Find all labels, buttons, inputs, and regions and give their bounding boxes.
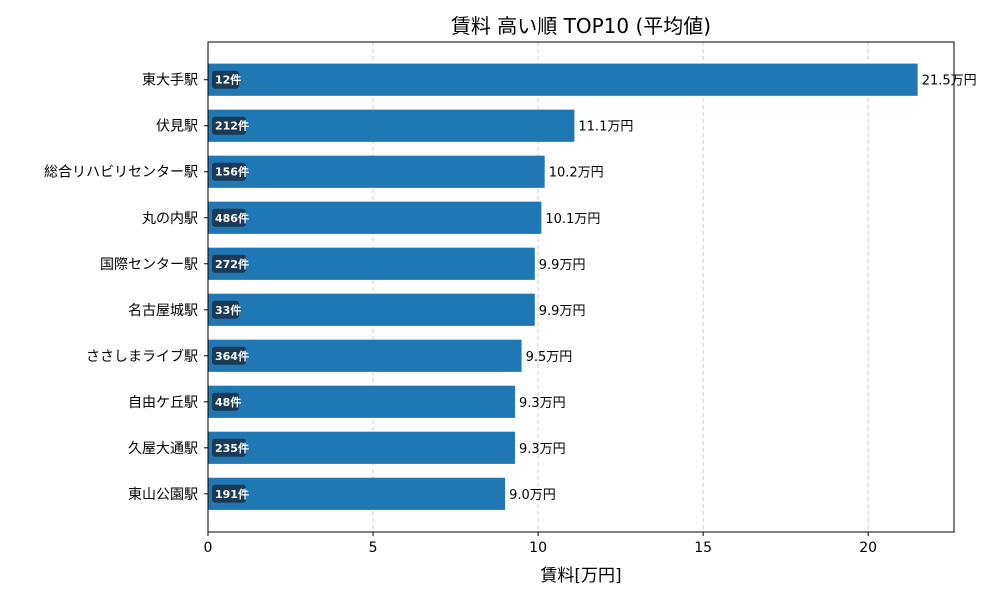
category-label: 伏見駅 xyxy=(156,119,198,135)
count-label: 48件 xyxy=(215,395,241,409)
x-axis-label: 賃料[万円] xyxy=(540,566,621,586)
bar xyxy=(208,477,506,510)
count-badge xyxy=(212,346,246,365)
count-label: 12件 xyxy=(215,73,241,87)
value-label: 9.9万円 xyxy=(539,304,586,319)
x-tick-label: 10 xyxy=(529,540,547,556)
value-label: 9.3万円 xyxy=(519,396,566,411)
count-badge xyxy=(212,208,246,227)
x-tick-label: 20 xyxy=(859,540,877,556)
category-label: 名古屋城駅 xyxy=(128,303,198,319)
x-tick-label: 0 xyxy=(204,540,213,556)
count-label: 272件 xyxy=(215,257,249,271)
category-label: 自由ケ丘駅 xyxy=(128,395,198,411)
count-label: 486件 xyxy=(215,211,249,225)
category-label: 総合リハビリセンター駅 xyxy=(44,165,198,181)
bar xyxy=(208,247,535,280)
count-label: 33件 xyxy=(215,303,241,317)
category-label: ささしまライブ駅 xyxy=(86,348,198,365)
count-label: 364件 xyxy=(215,349,249,363)
count-badge xyxy=(212,300,239,319)
ticks-layer: 0 5 10 15 20 東大手駅伏見駅総合リハビリセンター駅丸の内駅国際センター駅名古屋… xyxy=(44,73,877,556)
x-tick-label: 5 xyxy=(369,540,378,556)
bar xyxy=(208,431,515,464)
bars-layer: 21.5万円 12件 11.1万円 212件 10.2万円 156件 10.1万円 486件 9… xyxy=(208,63,977,510)
count-label: 212件 xyxy=(215,119,249,133)
value-label: 9.3万円 xyxy=(519,442,566,457)
count-badge xyxy=(212,116,246,135)
value-label: 10.2万円 xyxy=(549,166,604,181)
value-label: 21.5万円 xyxy=(922,74,977,89)
bar xyxy=(208,339,522,372)
value-label: 9.9万円 xyxy=(539,258,586,273)
plot-frame xyxy=(207,41,955,533)
category-label: 丸の内駅 xyxy=(142,211,198,227)
bar xyxy=(208,155,545,188)
count-badge xyxy=(212,484,246,503)
value-label: 9.5万円 xyxy=(526,350,573,365)
count-label: 235件 xyxy=(215,441,249,455)
count-label: 156件 xyxy=(215,165,249,179)
count-badge xyxy=(212,254,246,273)
chart-title: 賃料 高い順 TOP10 (平均値) xyxy=(451,14,711,38)
bar xyxy=(208,201,542,234)
count-badge xyxy=(212,438,246,457)
bar xyxy=(208,385,515,418)
bar xyxy=(208,293,535,326)
value-label: 9.0万円 xyxy=(509,488,556,503)
value-label: 11.1万円 xyxy=(578,120,633,135)
count-label: 191件 xyxy=(215,487,249,501)
bar xyxy=(208,109,575,142)
category-label: 東大手駅 xyxy=(142,73,198,89)
category-label: 久屋大通駅 xyxy=(128,441,198,457)
count-badge xyxy=(212,392,239,411)
bar xyxy=(208,63,918,96)
value-label: 10.1万円 xyxy=(545,212,600,227)
category-label: 国際センター駅 xyxy=(100,257,198,273)
x-tick-label: 15 xyxy=(694,540,712,556)
count-badge xyxy=(212,162,246,181)
count-badge xyxy=(212,70,239,89)
category-label: 東山公園駅 xyxy=(128,487,198,503)
